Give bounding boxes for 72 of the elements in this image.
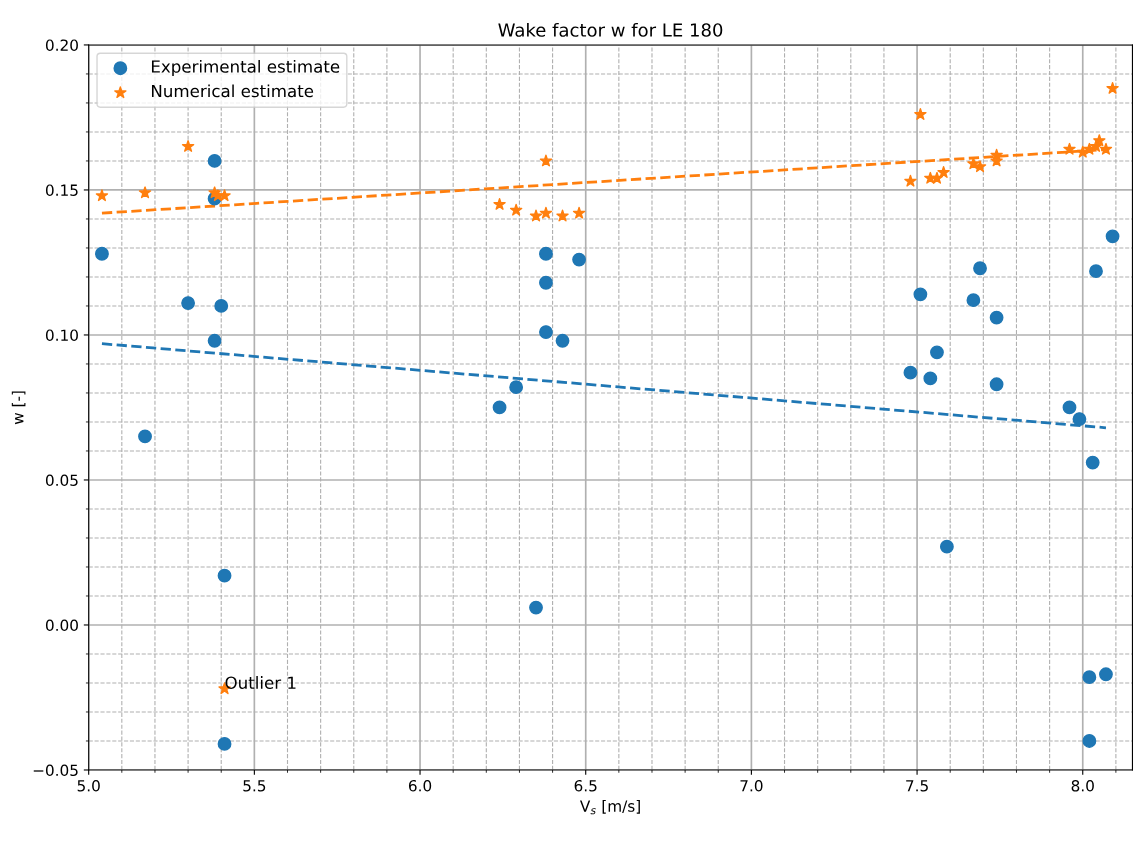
chart-title: Wake factor w for LE 180 xyxy=(498,22,723,37)
x-tick-label: 6.5 xyxy=(574,779,597,792)
x-tick-label: 7.0 xyxy=(740,779,763,792)
point xyxy=(1093,134,1106,147)
point xyxy=(904,174,917,187)
x-tick-label: 6.0 xyxy=(408,779,432,792)
point xyxy=(572,206,586,219)
point xyxy=(217,568,232,583)
point xyxy=(930,171,944,184)
point xyxy=(989,377,1004,392)
point xyxy=(492,400,507,415)
y-tick-label: 0.05 xyxy=(45,474,78,486)
point xyxy=(207,154,222,168)
y-tick-label: −0.05 xyxy=(33,764,78,777)
point xyxy=(1099,142,1113,155)
point xyxy=(214,299,229,313)
x-tick-label: 7.5 xyxy=(906,780,928,792)
y-tick-label: 0.10 xyxy=(45,329,78,341)
point xyxy=(181,139,195,152)
point xyxy=(138,186,152,199)
point xyxy=(1082,670,1097,685)
point xyxy=(539,325,553,339)
point xyxy=(923,371,938,386)
x-tick-label: 5.5 xyxy=(243,780,266,792)
annotation: Outlier 1 xyxy=(225,676,296,690)
point xyxy=(1099,667,1113,682)
point xyxy=(572,252,586,267)
y-tick-label: 0.15 xyxy=(45,184,78,196)
point xyxy=(493,197,506,210)
point xyxy=(973,261,987,276)
point xyxy=(990,148,1003,161)
point xyxy=(207,333,222,348)
point xyxy=(939,539,954,554)
point xyxy=(539,246,553,261)
point xyxy=(509,380,524,395)
point xyxy=(218,189,231,202)
point xyxy=(217,736,232,751)
point xyxy=(1063,142,1076,155)
point xyxy=(539,154,553,167)
point xyxy=(989,310,1004,325)
point xyxy=(1072,412,1087,426)
point xyxy=(529,209,543,222)
point xyxy=(539,206,553,219)
point xyxy=(95,189,109,202)
point xyxy=(937,166,950,178)
point xyxy=(556,209,569,222)
point xyxy=(555,333,570,348)
point xyxy=(1085,455,1100,470)
point xyxy=(1089,264,1103,279)
x-axis-title: V$_{s}$ [m/s] xyxy=(579,800,640,815)
y-tick-label: 0.20 xyxy=(45,39,78,51)
point xyxy=(913,287,928,302)
x-tick-label: 5.0 xyxy=(77,779,100,792)
point xyxy=(914,108,927,120)
point xyxy=(509,203,523,216)
point xyxy=(95,246,109,261)
point xyxy=(903,365,918,380)
point xyxy=(138,429,152,444)
legend-label: Numerical estimate xyxy=(151,84,314,98)
point xyxy=(1082,734,1097,748)
point xyxy=(181,296,195,310)
x-tick-label: 8.0 xyxy=(1071,779,1094,792)
y-tick-label: 0.00 xyxy=(45,619,78,631)
point xyxy=(1062,400,1077,415)
y-axis-title: w [-] xyxy=(11,391,26,425)
legend-label: Experimental estimate xyxy=(151,59,340,77)
point xyxy=(539,275,553,290)
point xyxy=(1106,81,1119,94)
point xyxy=(966,293,981,308)
point xyxy=(930,345,944,360)
point xyxy=(1105,229,1120,244)
point xyxy=(529,600,543,615)
